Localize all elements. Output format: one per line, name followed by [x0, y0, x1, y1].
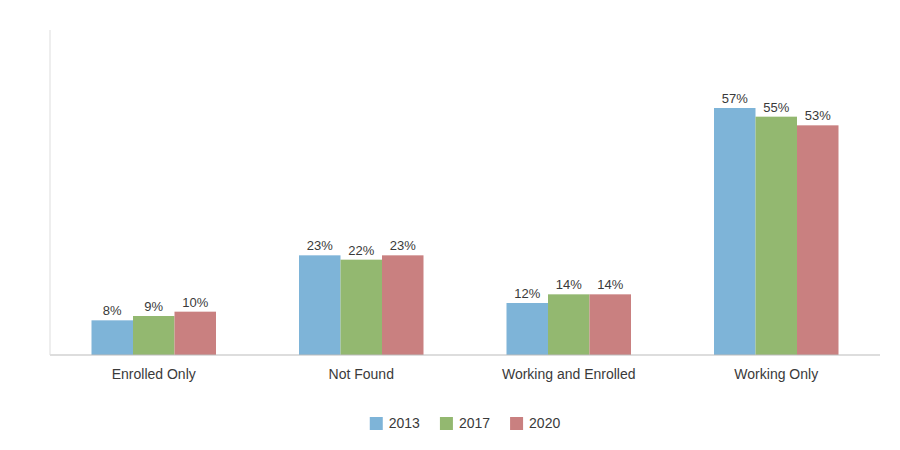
data-label: 22% — [348, 243, 374, 258]
legend-item: 2017 — [440, 415, 490, 431]
legend-item: 2013 — [370, 415, 420, 431]
data-label: 14% — [597, 277, 623, 292]
bar — [92, 320, 134, 355]
bar — [299, 255, 341, 355]
x-tick-label: Not Found — [329, 366, 394, 382]
data-label: 55% — [763, 100, 789, 115]
bar — [507, 303, 549, 355]
bar — [382, 255, 424, 355]
bar — [175, 312, 217, 355]
legend-label: 2020 — [529, 415, 560, 431]
bars — [92, 108, 839, 355]
legend: 2013 2017 2020 — [370, 415, 561, 431]
axes: Enrolled Only Not Found Working and Enroll… — [50, 30, 880, 382]
chart: 8%23%12%57%9%22%14%55%10%23%14%53%Enroll… — [0, 0, 900, 450]
legend-swatch — [510, 417, 523, 430]
y-axis-line — [50, 30, 51, 355]
x-tick-label: Enrolled Only — [112, 366, 196, 382]
x-tick-label: Working and Enrolled — [502, 366, 636, 382]
data-label: 10% — [182, 295, 208, 310]
legend-swatch — [370, 417, 383, 430]
bar — [756, 117, 798, 355]
bar — [548, 294, 590, 355]
bar — [714, 108, 756, 355]
data-label: 53% — [805, 108, 831, 123]
chart-container: 8%23%12%57%9%22%14%55%10%23%14%53%Enroll… — [0, 0, 900, 450]
bar — [797, 125, 839, 355]
x-axis-line — [50, 355, 880, 356]
data-label: 8% — [103, 303, 122, 318]
legend-item: 2020 — [510, 415, 560, 431]
legend-label: 2017 — [459, 415, 490, 431]
bar — [341, 260, 383, 355]
data-label: 57% — [722, 91, 748, 106]
legend-label: 2013 — [389, 415, 420, 431]
data-label: 12% — [514, 286, 540, 301]
data-label: 23% — [390, 238, 416, 253]
bar — [590, 294, 632, 355]
x-tick-label: Working Only — [734, 366, 818, 382]
legend-swatch — [440, 417, 453, 430]
bar — [133, 316, 175, 355]
data-label: 14% — [556, 277, 582, 292]
data-label: 23% — [307, 238, 333, 253]
data-label: 9% — [144, 299, 163, 314]
data-labels: 8% 23% 12% 57% 9% 22% 14% 55% 10% 23% 14% 53% — [103, 91, 831, 318]
